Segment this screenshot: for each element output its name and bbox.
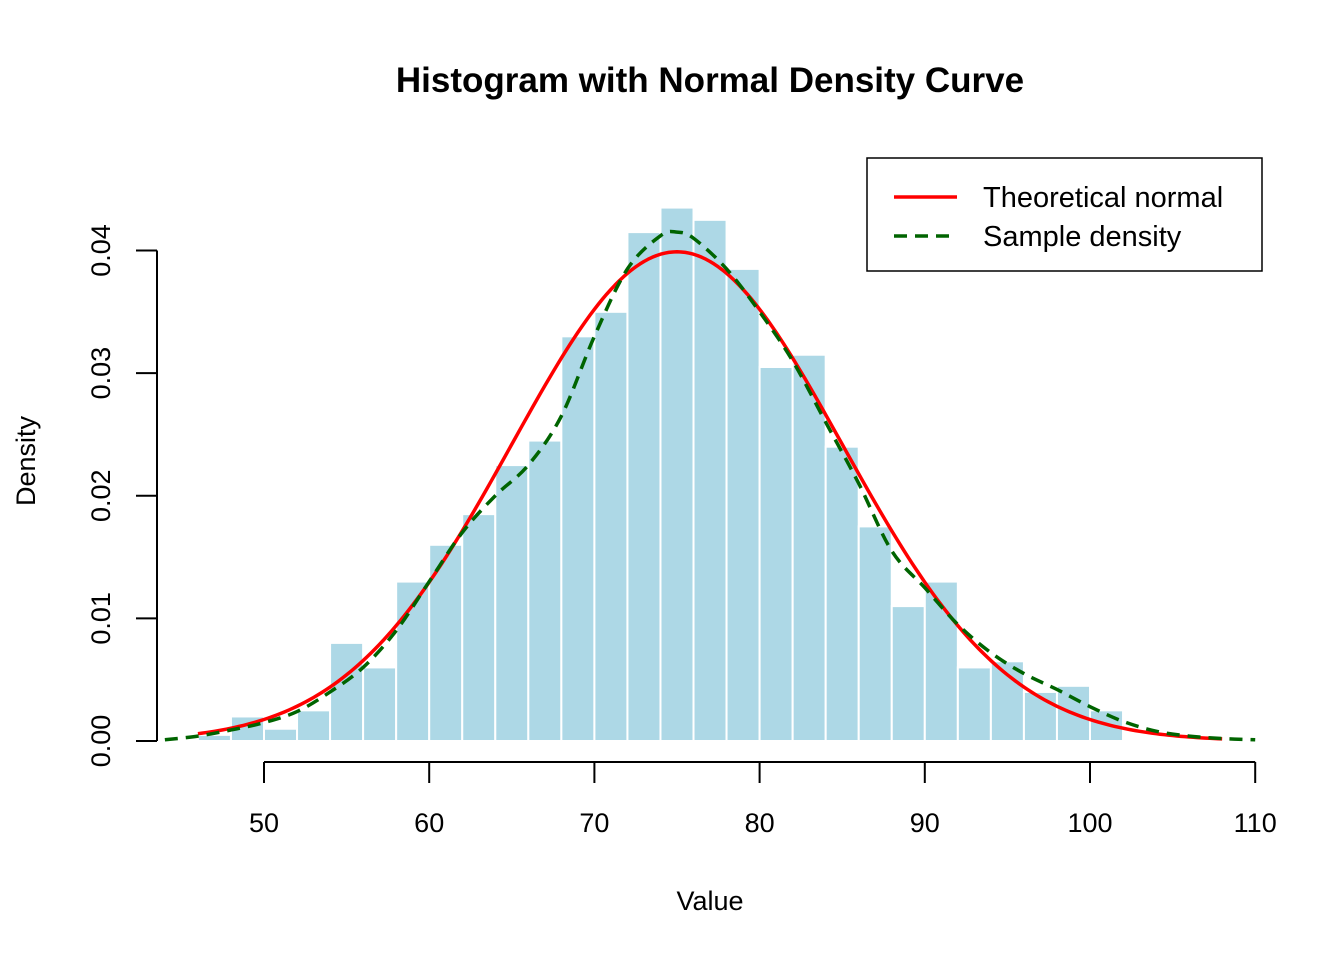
sample-density-curve bbox=[164, 229, 1256, 742]
histogram-bar-25 bbox=[1022, 690, 1058, 743]
y-tick-label-0: 0.00 bbox=[86, 715, 116, 768]
chart-title: Histogram with Normal Density Curve bbox=[396, 61, 1024, 100]
histogram-bar-11 bbox=[560, 335, 596, 742]
histogram-bar-2 bbox=[263, 727, 299, 742]
histogram-bar-26 bbox=[1055, 684, 1091, 742]
histogram-bar-16 bbox=[725, 267, 761, 742]
legend-label-theoretical-normal: Theoretical normal bbox=[983, 182, 1223, 214]
density-curves bbox=[164, 229, 1256, 742]
histogram-bar-17 bbox=[758, 365, 794, 742]
x-tick-label-70: 70 bbox=[579, 808, 609, 838]
histogram-bar-19 bbox=[824, 445, 860, 742]
x-tick-label-110: 110 bbox=[1234, 808, 1277, 838]
histogram-bar-8 bbox=[461, 513, 497, 742]
histogram-bars bbox=[196, 206, 1125, 743]
histogram-bar-13 bbox=[626, 231, 662, 742]
histogram-bar-0 bbox=[196, 733, 232, 743]
theoretical-normal-curve bbox=[197, 250, 1223, 741]
histogram-bar-7 bbox=[428, 543, 464, 742]
histogram-bar-15 bbox=[692, 218, 728, 742]
histogram-bar-5 bbox=[362, 666, 398, 742]
histogram-bar-21 bbox=[890, 605, 926, 742]
x-axis-label: Value bbox=[676, 886, 743, 916]
y-tick-label-2: 0.02 bbox=[86, 469, 116, 522]
x-tick-label-90: 90 bbox=[910, 808, 940, 838]
x-tick-label-50: 50 bbox=[249, 808, 279, 838]
histogram-bar-20 bbox=[857, 525, 893, 742]
histogram-bar-12 bbox=[593, 310, 629, 742]
y-tick-label-4: 0.04 bbox=[86, 224, 116, 277]
histogram-bar-10 bbox=[527, 439, 563, 742]
y-axis: 0.00 0.01 0.02 0.03 0.04 bbox=[86, 224, 158, 768]
legend-box bbox=[866, 157, 1263, 272]
histogram-bar-23 bbox=[956, 666, 992, 742]
legend: Theoretical normal Sample density bbox=[866, 157, 1263, 272]
histogram-bar-14 bbox=[659, 206, 695, 743]
y-tick-label-1: 0.01 bbox=[86, 592, 116, 645]
histogram-bar-22 bbox=[923, 580, 959, 743]
legend-label-sample-density: Sample density bbox=[983, 221, 1182, 253]
x-axis: 50 60 70 80 90 100 110 bbox=[249, 761, 1277, 838]
x-tick-label-80: 80 bbox=[745, 808, 775, 838]
histogram-bar-4 bbox=[329, 641, 365, 743]
x-tick-label-60: 60 bbox=[414, 808, 444, 838]
histogram-bar-6 bbox=[395, 580, 431, 743]
histogram-bar-3 bbox=[296, 709, 332, 742]
y-tick-label-3: 0.03 bbox=[86, 347, 116, 400]
x-tick-label-100: 100 bbox=[1067, 808, 1112, 838]
histogram-bar-9 bbox=[494, 464, 530, 742]
y-axis-label: Density bbox=[11, 415, 41, 506]
